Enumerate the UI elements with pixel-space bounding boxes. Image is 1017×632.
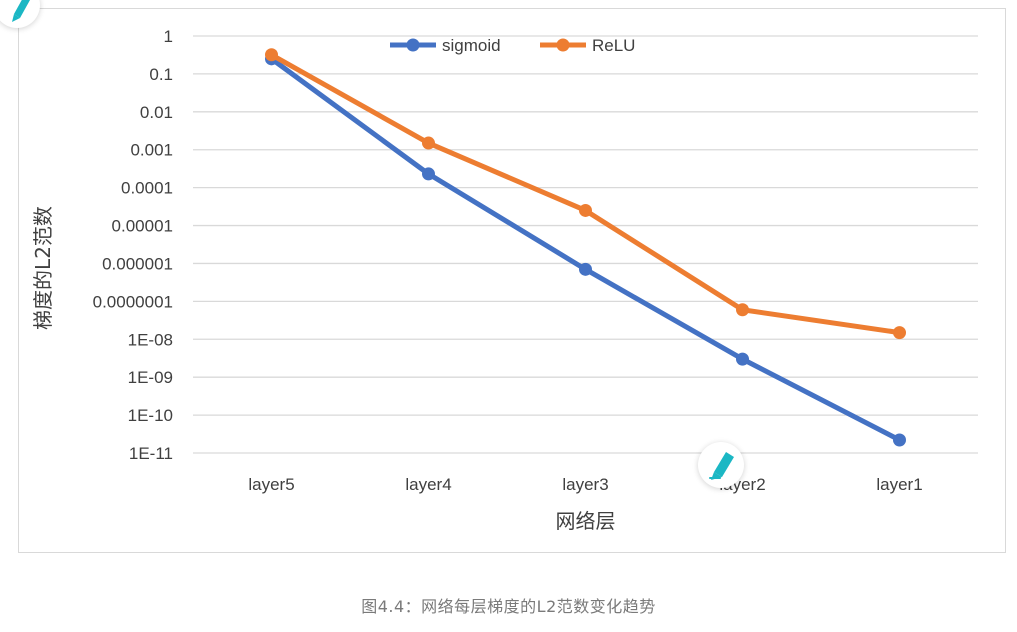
y-tick-label: 0.0001 <box>121 179 173 198</box>
legend-swatch-marker <box>556 38 570 52</box>
x-tick-label: layer5 <box>248 475 294 494</box>
series-line <box>269 52 902 336</box>
y-tick-label: 0.0000001 <box>93 292 173 311</box>
series-sigmoid <box>265 52 906 447</box>
data-point <box>736 303 749 317</box>
legend-item-sigmoid[interactable]: sigmoid <box>390 36 501 55</box>
legend-label: sigmoid <box>442 36 501 55</box>
y-tick-label: 1E-11 <box>129 444 173 463</box>
y-tick-label: 1E-09 <box>128 368 173 387</box>
gridlines <box>193 35 978 454</box>
legend-swatch-marker <box>406 38 420 52</box>
y-tick-label: 0.01 <box>140 103 173 122</box>
x-tick-label: layer3 <box>562 475 608 494</box>
data-point <box>579 203 592 217</box>
series-line <box>269 56 902 443</box>
y-tick-label: 0.001 <box>130 141 173 160</box>
y-tick-label: 0.1 <box>149 65 173 84</box>
pen-badge-overlay[interactable] <box>698 442 744 488</box>
data-point <box>579 262 592 276</box>
x-tick-label: layer4 <box>405 475 451 494</box>
data-point <box>893 433 906 447</box>
series-relu <box>265 48 906 340</box>
chart-frame <box>18 8 1006 553</box>
y-tick-label: 0.000001 <box>102 254 173 273</box>
pen-badge-top-left[interactable] <box>0 0 40 28</box>
pen-icon <box>709 452 734 480</box>
series-lines <box>265 48 906 447</box>
x-axis-title: 网络层 <box>556 509 616 533</box>
y-axis-title: 梯度的L2范数 <box>31 206 55 330</box>
data-point <box>422 136 435 150</box>
figure-caption: 图4.4：网络每层梯度的L2范数变化趋势 <box>361 597 656 616</box>
legend-label: ReLU <box>592 36 635 55</box>
y-tick-labels: 1 0.1 0.01 0.001 0.0001 0.00001 0.000001 0.0000… <box>93 27 173 463</box>
data-point <box>736 352 749 366</box>
data-point <box>893 326 906 340</box>
x-tick-labels: layer5 layer4 layer3 layer2 layer1 <box>248 475 922 494</box>
data-point <box>422 167 435 181</box>
pen-icon <box>12 0 30 22</box>
legend: sigmoid ReLU <box>390 36 635 55</box>
y-tick-label: 1E-08 <box>128 330 173 349</box>
data-point <box>265 48 278 62</box>
y-tick-label: 1 <box>164 27 173 46</box>
gradient-norm-line-chart: 1 0.1 0.01 0.001 0.0001 0.00001 0.000001 0.0000… <box>31 27 978 533</box>
x-tick-label: layer1 <box>876 475 922 494</box>
y-tick-label: 1E-10 <box>128 406 173 425</box>
legend-item-relu[interactable]: ReLU <box>540 36 635 55</box>
y-tick-label: 0.00001 <box>112 217 173 236</box>
